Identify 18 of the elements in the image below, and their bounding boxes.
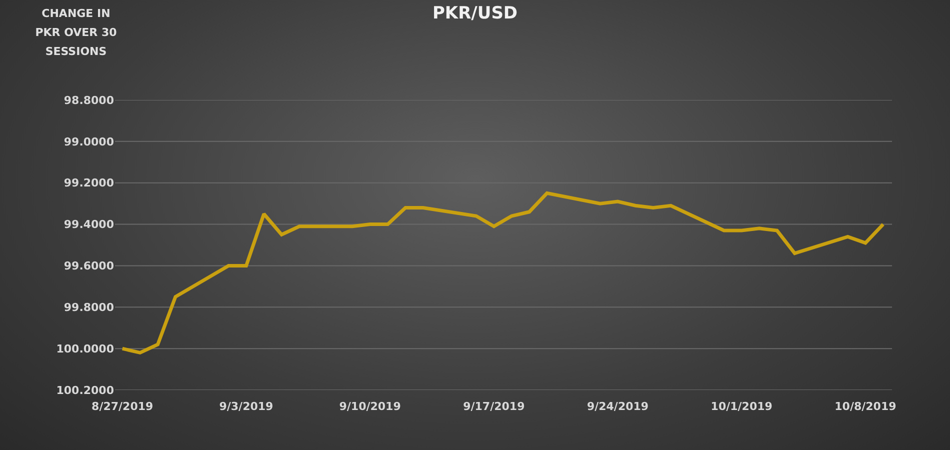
y-tick-label: 99.4000 bbox=[64, 218, 114, 232]
y-tick-label: 99.6000 bbox=[64, 260, 114, 273]
x-tick-label: 9/3/2019 bbox=[219, 400, 274, 413]
y-tick-label: 98.8000 bbox=[64, 94, 114, 107]
y-tick-label: 100.0000 bbox=[56, 342, 114, 356]
y-tick-label: 99.8000 bbox=[64, 300, 114, 314]
line-series bbox=[120, 191, 885, 354]
chart-title: PKR/USD bbox=[432, 4, 518, 24]
x-tick-label: 9/17/2019 bbox=[463, 400, 525, 413]
x-tick-label: 10/1/2019 bbox=[710, 400, 772, 413]
x-tick-label: 8/27/2019 bbox=[92, 400, 154, 413]
y-tick-label: 100.2000 bbox=[56, 384, 114, 397]
y-tick-label: 99.2000 bbox=[64, 176, 114, 190]
x-tick-label: 9/10/2019 bbox=[339, 400, 401, 413]
x-tick-label: 10/8/2019 bbox=[834, 400, 896, 413]
x-tick-label: 9/24/2019 bbox=[586, 400, 649, 413]
y-axis-title: CHANGE IN PKR OVER 30 SESSIONS bbox=[34, 6, 118, 60]
y-tick-label: 99.0000 bbox=[64, 135, 114, 148]
